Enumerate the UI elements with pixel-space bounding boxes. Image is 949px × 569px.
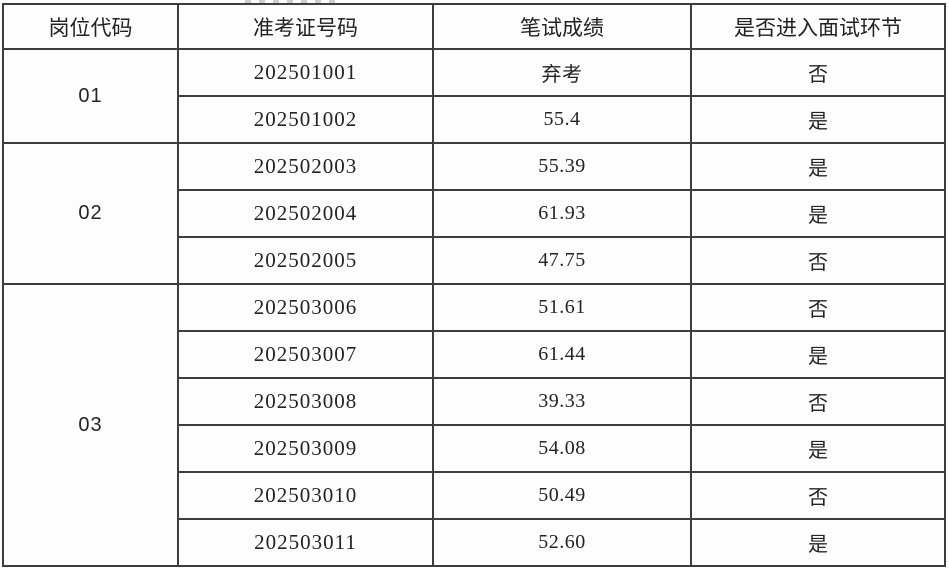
ticket-cell: 202503006	[177, 283, 434, 332]
score-cell: 61.44	[432, 330, 692, 379]
score-cell: 55.39	[432, 142, 692, 191]
score-cell: 52.60	[432, 518, 692, 567]
ticket-cell: 202503008	[177, 377, 434, 426]
interview-cell: 是	[690, 142, 946, 191]
table-row: 202503010 50.49 否	[3, 471, 946, 520]
table-row: 202503008 39.33 否	[3, 377, 946, 426]
table-row: 202502004 61.93 是	[3, 189, 946, 238]
score-cell: 47.75	[432, 236, 692, 285]
header-position-code: 岗位代码	[2, 3, 179, 50]
header-ticket-number: 准考证号码	[177, 3, 434, 50]
score-cell: 弃考	[432, 48, 692, 97]
interview-cell: 否	[690, 48, 946, 97]
cropped-text-artifact	[245, 0, 335, 4]
interview-cell: 是	[690, 424, 946, 473]
position-code-cell: 03	[2, 283, 179, 567]
table-header: 岗位代码 准考证号码 笔试成绩 是否进入面试环节	[2, 3, 946, 50]
table-row: 01 202501001 弃考 否	[2, 48, 946, 144]
table-row: 202503009 54.08 是	[3, 424, 946, 473]
interview-cell: 是	[690, 518, 946, 567]
table-row: 02 202502003 55.39 是	[2, 142, 946, 285]
table-row: 202501002 55.4 是	[3, 95, 946, 144]
exam-results-table: 岗位代码 准考证号码 笔试成绩 是否进入面试环节 01 202501001 弃考…	[2, 3, 946, 567]
ticket-cell: 202502004	[177, 189, 434, 238]
interview-cell: 是	[690, 95, 946, 144]
interview-cell: 是	[690, 189, 946, 238]
ticket-cell: 202502005	[177, 236, 434, 285]
interview-cell: 是	[690, 330, 946, 379]
score-cell: 51.61	[432, 283, 692, 332]
position-code-cell: 01	[2, 48, 179, 144]
score-cell: 61.93	[432, 189, 692, 238]
header-written-score: 笔试成绩	[432, 3, 692, 50]
ticket-cell: 202503010	[177, 471, 434, 520]
ticket-cell: 202503011	[177, 518, 434, 567]
table-row: 03 202503006 51.61 否	[2, 283, 946, 567]
ticket-cell: 202501001	[177, 48, 434, 97]
table-body: 01 202501001 弃考 否 202501002 55.4 是 02 20…	[2, 48, 946, 567]
interview-cell: 否	[690, 283, 946, 332]
ticket-cell: 202503009	[177, 424, 434, 473]
table-row: 202503011 52.60 是	[3, 518, 946, 567]
table-row: 202502005 47.75 否	[3, 236, 946, 285]
header-row: 岗位代码 准考证号码 笔试成绩 是否进入面试环节	[2, 3, 946, 50]
ticket-cell: 202501002	[177, 95, 434, 144]
header-interview-entry: 是否进入面试环节	[690, 3, 946, 50]
interview-cell: 否	[690, 236, 946, 285]
table-row: 202503007 61.44 是	[3, 330, 946, 379]
score-cell: 55.4	[432, 95, 692, 144]
ticket-cell: 202503007	[177, 330, 434, 379]
score-cell: 50.49	[432, 471, 692, 520]
score-cell: 54.08	[432, 424, 692, 473]
interview-cell: 否	[690, 471, 946, 520]
score-cell: 39.33	[432, 377, 692, 426]
interview-cell: 否	[690, 377, 946, 426]
position-code-cell: 02	[2, 142, 179, 285]
ticket-cell: 202502003	[177, 142, 434, 191]
